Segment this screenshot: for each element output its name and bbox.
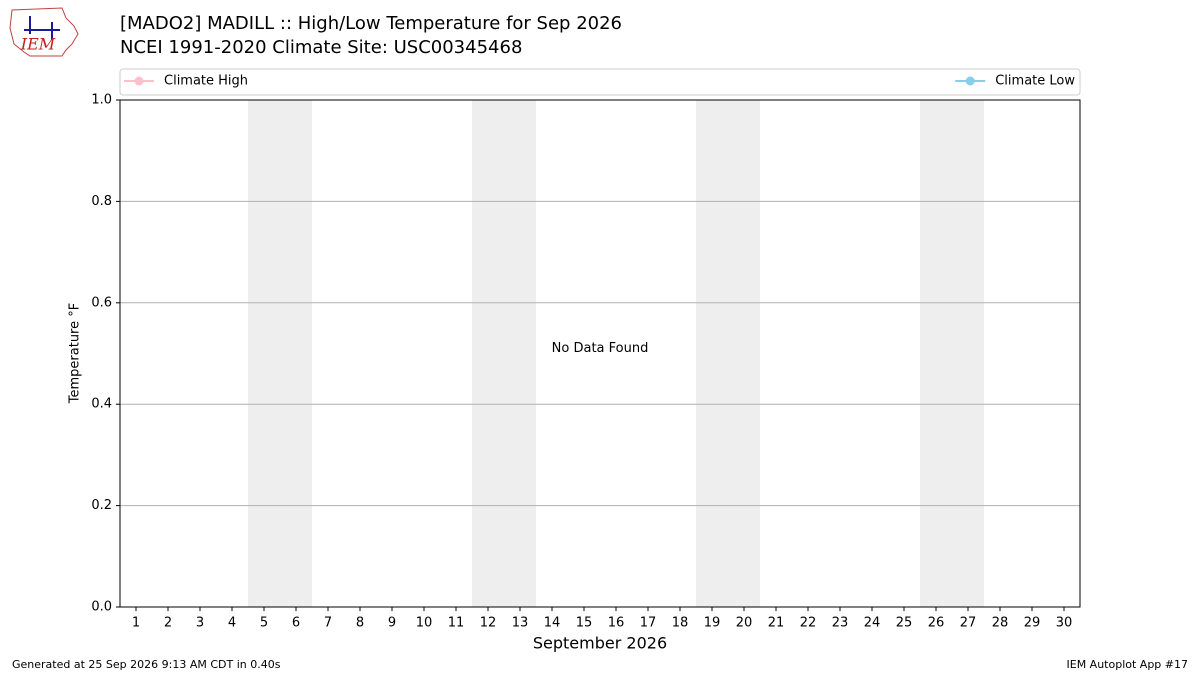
logo: IEM [9,7,79,57]
x-tick-label: 13 [512,616,529,631]
y-tick-label: 0.4 [91,397,112,412]
x-tick-label: 3 [196,616,204,631]
x-tick-label: 8 [356,616,364,631]
x-tick-label: 11 [448,616,465,631]
legend-marker [965,76,975,86]
shaded-day [696,100,728,607]
x-tick-label: 21 [768,616,785,631]
x-tick-label: 12 [480,616,497,631]
shaded-day [920,100,952,607]
footer-right: IEM Autoplot App #17 [1067,658,1189,671]
legend-marker [134,76,144,86]
y-tick-label: 0.8 [91,194,112,209]
x-axis-label: September 2026 [533,634,667,653]
shaded-day [280,100,312,607]
x-tick-label: 2 [164,616,172,631]
shaded-day [504,100,536,607]
x-tick-label: 17 [640,616,657,631]
x-tick-label: 28 [992,616,1009,631]
annotation: No Data Found [552,341,649,356]
x-tick-label: 20 [736,616,753,631]
x-tick-label: 30 [1056,616,1073,631]
y-axis-label: Temperature °F [68,303,83,404]
x-tick-label: 29 [1024,616,1041,631]
x-tick-label: 22 [800,616,817,631]
shaded-day [952,100,984,607]
plot-frame [119,99,1081,608]
x-tick-label: 1 [132,616,140,631]
x-tick-label: 6 [292,616,300,631]
x-tick-label: 23 [832,616,849,631]
x-tick-label: 4 [228,616,236,631]
x-tick-label: 15 [576,616,593,631]
shaded-day [472,100,504,607]
legend-box [119,68,1081,96]
legend-label: Climate Low [995,74,1075,89]
x-tick-label: 25 [896,616,913,631]
shaded-day [248,100,280,607]
x-tick-label: 7 [324,616,332,631]
x-tick-label: 9 [388,616,396,631]
x-tick-label: 24 [864,616,881,631]
legend-label: Climate High [164,74,248,89]
y-tick-label: 0.2 [91,498,112,513]
x-tick-label: 27 [960,616,977,631]
x-tick-label: 16 [608,616,625,631]
x-tick-label: 5 [260,616,268,631]
x-tick-label: 14 [544,616,561,631]
y-tick-label: 0.0 [91,600,112,615]
x-tick-label: 26 [928,616,945,631]
x-tick-label: 19 [704,616,721,631]
y-tick-label: 1.0 [91,93,112,108]
x-tick-label: 10 [416,616,433,631]
y-tick-label: 0.6 [91,295,112,310]
x-tick-label: 18 [672,616,689,631]
chart-title: [MADO2] MADILL :: High/Low Temperature f… [120,13,622,34]
footer-left: Generated at 25 Sep 2026 9:13 AM CDT in … [12,658,281,671]
logo-text: IEM [20,35,56,54]
chart-subtitle: NCEI 1991-2020 Climate Site: USC00345468 [120,37,522,58]
shaded-day [728,100,760,607]
